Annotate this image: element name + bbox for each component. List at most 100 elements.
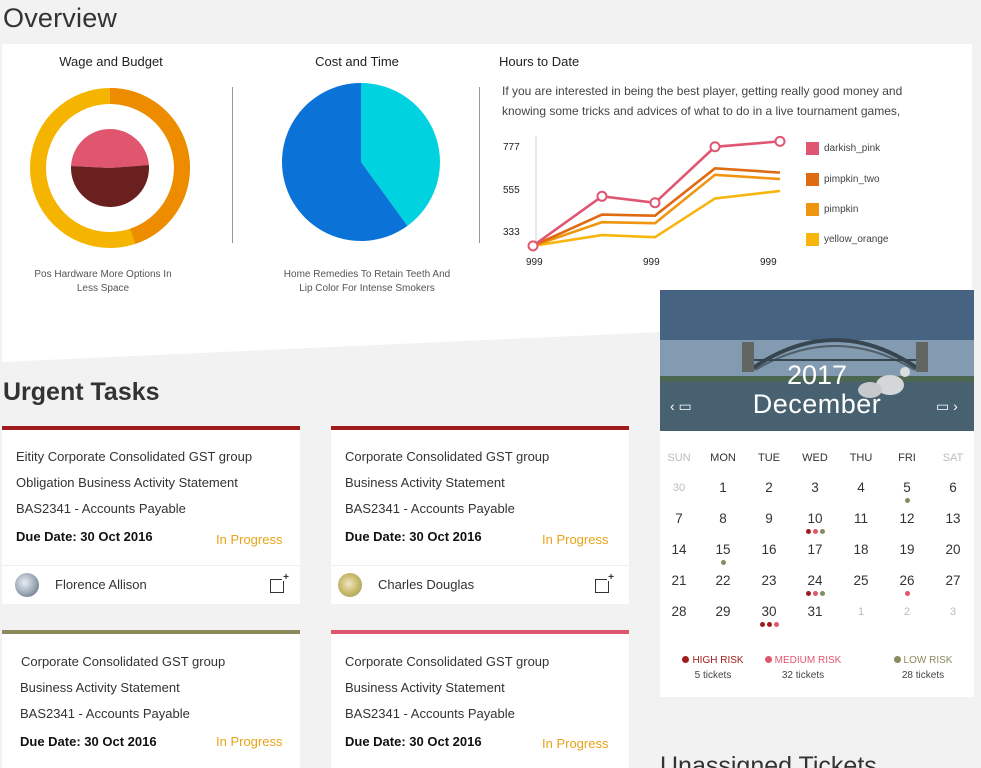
calendar-day[interactable]: 3 bbox=[811, 480, 819, 495]
harbour-bridge-image bbox=[660, 290, 974, 431]
ticket-dot bbox=[812, 529, 818, 534]
ticket-dot bbox=[812, 591, 818, 596]
calendar-day[interactable]: 2 bbox=[903, 606, 911, 618]
hours-title: Hours to Date bbox=[499, 54, 580, 69]
ticket-dots bbox=[884, 591, 930, 596]
calendar-month: December bbox=[752, 389, 882, 419]
low-risk-count: 28 tickets bbox=[901, 670, 945, 681]
calendar-day[interactable]: 10 bbox=[807, 511, 823, 526]
assignee-name: Florence Allison bbox=[55, 577, 147, 592]
calendar-day[interactable]: 12 bbox=[899, 511, 915, 526]
calendar-day[interactable]: 29 bbox=[715, 604, 731, 619]
calendar-day[interactable]: 19 bbox=[899, 542, 915, 557]
legend-item: pimpkin bbox=[806, 202, 916, 232]
task-group: Corporate Consolidated GST group bbox=[345, 449, 550, 464]
calendar-day[interactable]: 1 bbox=[719, 480, 727, 495]
task-status: In Progress bbox=[216, 734, 283, 749]
weekday-header: TUE bbox=[758, 452, 780, 464]
avatar bbox=[338, 573, 362, 597]
calendar-day[interactable]: 16 bbox=[761, 542, 777, 557]
legend-swatch bbox=[806, 203, 819, 216]
task-card[interactable]: Corporate Consolidated GST group Busines… bbox=[331, 630, 629, 768]
calendar-day[interactable]: 8 bbox=[719, 511, 727, 526]
task-statement: Business Activity Statement bbox=[20, 680, 180, 695]
legend-item: pimpkin_two bbox=[806, 172, 916, 202]
weekday-header: WED bbox=[802, 452, 828, 464]
legend-item: yellow_orange bbox=[806, 232, 916, 262]
calendar-day[interactable]: 30 bbox=[672, 482, 686, 494]
calendar-day[interactable]: 9 bbox=[765, 511, 773, 526]
calendar-day[interactable]: 22 bbox=[715, 573, 731, 588]
ticket-dot bbox=[904, 498, 910, 503]
task-card[interactable]: Corporate Consolidated GST group Busines… bbox=[2, 630, 300, 768]
calendar-day[interactable]: 26 bbox=[899, 573, 915, 588]
ticket-dot bbox=[805, 591, 811, 596]
legend-label: pimpkin bbox=[824, 204, 859, 215]
ticket-dot bbox=[819, 529, 825, 534]
cost-time-caption-line1: Home Remedies To Retain Teeth And bbox=[283, 269, 451, 280]
calendar-day[interactable]: 23 bbox=[761, 573, 777, 588]
legend-swatch bbox=[806, 142, 819, 155]
ticket-dot bbox=[759, 622, 765, 627]
calendar-day[interactable]: 20 bbox=[945, 542, 961, 557]
risk-summary-low: LOW RISK 28 tickets bbox=[873, 655, 973, 681]
series-line-yellow_orange bbox=[532, 189, 781, 248]
calendar-day[interactable]: 5 bbox=[903, 480, 911, 495]
calendar-day[interactable]: 11 bbox=[853, 511, 868, 526]
task-footer: Charles Douglas + bbox=[331, 565, 629, 603]
calendar-day[interactable]: 17 bbox=[807, 542, 823, 557]
calendar-year: 2017 bbox=[786, 360, 848, 390]
low-risk-label: LOW RISK bbox=[903, 655, 953, 666]
add-task-icon[interactable]: + bbox=[595, 573, 614, 593]
wage-budget-caption: Pos Hardware More Options In Less Space bbox=[20, 268, 186, 296]
high-risk-dot bbox=[682, 656, 690, 663]
task-statement: Business Activity Statement bbox=[345, 680, 505, 695]
task-status: In Progress bbox=[542, 736, 609, 751]
calendar-day[interactable]: 2 bbox=[765, 480, 773, 495]
calendar-day[interactable]: 15 bbox=[715, 542, 731, 557]
task-account: BAS2341 - Accounts Payable bbox=[345, 706, 515, 721]
calendar-day[interactable]: 31 bbox=[807, 604, 823, 619]
weekday-header: MON bbox=[710, 452, 736, 464]
calendar-day[interactable]: 18 bbox=[853, 542, 869, 557]
cost-time-pie bbox=[282, 83, 440, 241]
ticket-dots bbox=[792, 591, 838, 596]
series-line-pimpkin bbox=[532, 173, 781, 248]
calendar-day[interactable]: 30 bbox=[761, 604, 777, 619]
task-statement: Business Activity Statement bbox=[345, 475, 505, 490]
calendar-day[interactable]: 1 bbox=[857, 606, 865, 618]
cost-time-caption: Home Remedies To Retain Teeth And Lip Co… bbox=[256, 268, 478, 296]
next-month-icon[interactable]: ▭ › bbox=[936, 398, 958, 414]
calendar-day[interactable]: 21 bbox=[671, 573, 687, 588]
donut-ring-orange bbox=[109, 88, 190, 196]
calendar-day[interactable]: 3 bbox=[949, 606, 957, 618]
y-tick-label: 333 bbox=[503, 227, 520, 238]
ticket-dot bbox=[904, 591, 910, 596]
calendar-header-image: 2017 December ‹ ▭ ▭ › bbox=[660, 290, 974, 431]
divider bbox=[479, 87, 480, 243]
calendar-day[interactable]: 14 bbox=[671, 542, 687, 557]
weekday-header: SAT bbox=[942, 452, 964, 464]
calendar-day[interactable]: 4 bbox=[857, 480, 865, 495]
task-card[interactable]: Corporate Consolidated GST group Busines… bbox=[331, 426, 629, 604]
calendar-day[interactable]: 25 bbox=[853, 573, 869, 588]
data-point-darkish_pink bbox=[649, 197, 661, 209]
calendar-day[interactable]: 27 bbox=[945, 573, 961, 588]
y-tick-label: 555 bbox=[503, 185, 520, 196]
wage-budget-donut bbox=[30, 88, 190, 248]
calendar-day[interactable]: 6 bbox=[949, 480, 957, 495]
calendar-day[interactable]: 24 bbox=[807, 573, 823, 588]
data-point-darkish_pink bbox=[774, 135, 786, 147]
calendar-day[interactable]: 13 bbox=[945, 511, 961, 526]
task-due-date: Due Date: 30 Oct 2016 bbox=[20, 734, 157, 749]
hours-description-line2: knowing some tricks and advices of what … bbox=[502, 103, 901, 118]
task-card[interactable]: Eitity Corporate Consolidated GST group … bbox=[2, 426, 300, 604]
weekday-header: FRI bbox=[898, 452, 916, 464]
calendar-day[interactable]: 7 bbox=[675, 511, 683, 526]
prev-month-icon[interactable]: ‹ ▭ bbox=[670, 398, 692, 414]
calendar-day[interactable]: 28 bbox=[671, 604, 687, 619]
x-tick-label: 999 bbox=[643, 257, 660, 268]
add-task-icon[interactable]: + bbox=[270, 573, 289, 593]
hours-description: If you are interested in being the best … bbox=[502, 82, 932, 121]
task-account: BAS2341 - Accounts Payable bbox=[20, 706, 190, 721]
